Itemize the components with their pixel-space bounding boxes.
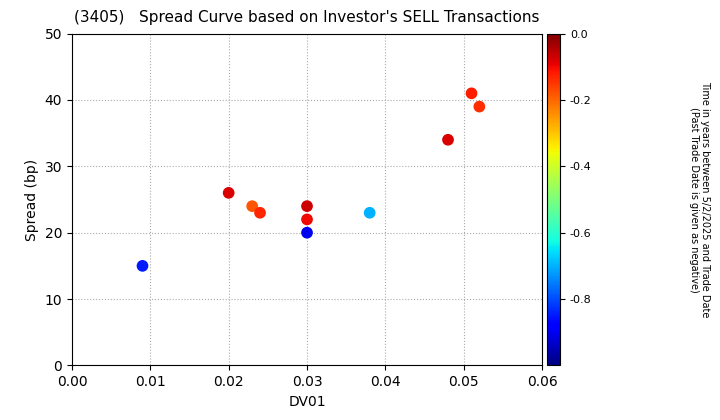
- Point: [254, 210, 266, 216]
- X-axis label: DV01: DV01: [288, 395, 326, 409]
- Y-axis label: Spread (bp): Spread (bp): [25, 158, 39, 241]
- Point: [137, 262, 148, 269]
- Point: [301, 216, 312, 223]
- Point: [466, 90, 477, 97]
- Point: [246, 203, 258, 210]
- Point: [223, 189, 235, 196]
- Point: [364, 210, 375, 216]
- Point: [442, 136, 454, 143]
- Point: [474, 103, 485, 110]
- Y-axis label: Time in years between 5/2/2025 and Trade Date
(Past Trade Date is given as negat: Time in years between 5/2/2025 and Trade…: [689, 81, 711, 318]
- Point: [301, 229, 312, 236]
- Title: (3405)   Spread Curve based on Investor's SELL Transactions: (3405) Spread Curve based on Investor's …: [74, 10, 540, 26]
- Point: [301, 203, 312, 210]
